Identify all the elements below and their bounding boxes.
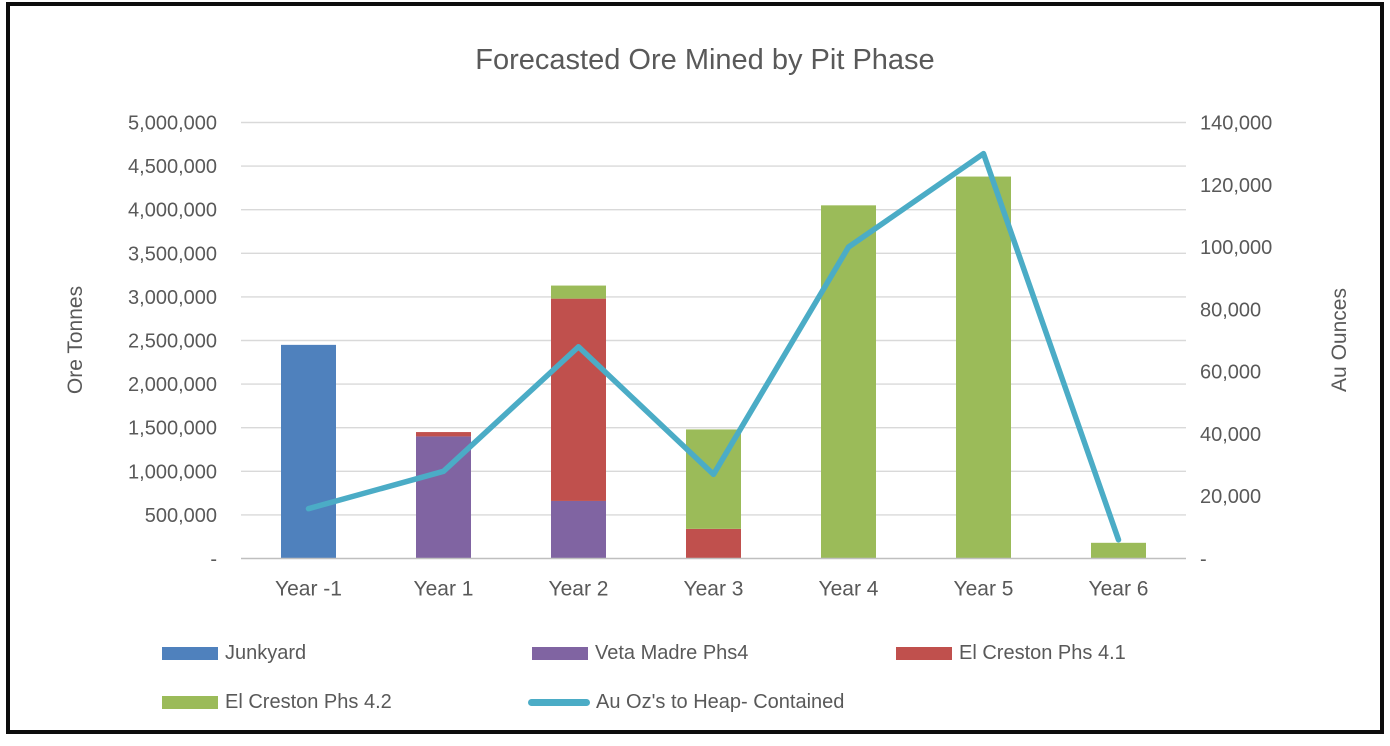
left-axis-tick-label: 500,000 — [145, 505, 217, 527]
legend-item-el-creston-phs-4-1: El Creston Phs 4.1 — [896, 641, 1126, 665]
right-axis-tick-label: 120,000 — [1200, 175, 1272, 197]
x-axis-category-label: Year 6 — [1089, 578, 1149, 601]
legend-label-el-creston-phs-4-1: El Creston Phs 4.1 — [959, 641, 1126, 664]
x-axis-category-label: Year 1 — [414, 578, 474, 601]
legend-label-veta-madre-phs4: Veta Madre Phs4 — [595, 641, 749, 664]
left-axis-tick-label: 4,500,000 — [128, 156, 217, 178]
left-axis-tick-label: - — [210, 549, 217, 571]
legend-swatch-el-creston-phs-4-2 — [162, 695, 218, 709]
bar-segment — [551, 285, 606, 299]
legend-item-veta-madre-phs4: Veta Madre Phs4 — [532, 641, 748, 665]
x-axis-category-label: Year 5 — [954, 578, 1014, 601]
bar-segment — [416, 432, 471, 437]
right-axis-tick-label: 140,000 — [1200, 113, 1272, 135]
left-axis-tick-label: 3,500,000 — [128, 243, 217, 265]
bar-segment — [686, 528, 741, 559]
left-axis-tick-label: 5,000,000 — [128, 113, 217, 135]
right-axis-tick-label: 100,000 — [1200, 237, 1272, 259]
plot-area: - 500,000 1,000,000 1,500,000 2,000,000 2,500… — [128, 113, 1272, 601]
legend-item-au-oz-line: Au Oz's to Heap- Contained — [528, 690, 844, 714]
x-axis-category-label: Year 2 — [549, 578, 609, 601]
legend-item-junkyard: Junkyard — [162, 641, 306, 665]
left-axis-tick-label: 1,000,000 — [128, 461, 217, 483]
right-axis-tick-label: 20,000 — [1200, 486, 1261, 508]
legend-label-au-oz: Au Oz's to Heap- Contained — [596, 690, 845, 713]
bar-segment — [551, 298, 606, 501]
right-axis-tick-label: 80,000 — [1200, 299, 1261, 321]
legend-label-el-creston-phs-4-2: El Creston Phs 4.2 — [225, 690, 392, 713]
bar-segment — [281, 344, 336, 559]
bar-segment — [956, 176, 1011, 559]
legend-label-junkyard: Junkyard — [225, 641, 307, 664]
legend-item-el-creston-phs-4-2: El Creston Phs 4.2 — [162, 690, 392, 714]
left-axis-tick-label: 4,000,000 — [128, 200, 217, 222]
right-axis-tick-label: 60,000 — [1200, 362, 1261, 384]
legend-swatch-el-creston-phs-4-1 — [896, 646, 952, 660]
x-axis-category-label: Year 4 — [819, 578, 879, 601]
x-axis-category-label: Year 3 — [684, 578, 744, 601]
right-axis-tick-label: 40,000 — [1200, 424, 1261, 446]
x-axis-category-label: Year -1 — [275, 578, 342, 601]
left-axis-tick-label: 1,500,000 — [128, 418, 217, 440]
left-axis-tick-label: 3,000,000 — [128, 287, 217, 309]
left-axis-tick-label: 2,500,000 — [128, 331, 217, 353]
legend-swatch-junkyard — [162, 646, 218, 660]
bar-segment — [1091, 542, 1146, 559]
chart-frame: Forecasted Ore Mined by Pit Phase Ore To… — [6, 2, 1384, 734]
bar-segment — [821, 205, 876, 559]
legend-line-marker-au-oz — [528, 698, 590, 706]
bar-segment — [551, 500, 606, 559]
chart-title: Forecasted Ore Mined by Pit Phase — [475, 44, 935, 76]
left-axis-tick-label: 2,000,000 — [128, 374, 217, 396]
au-oz-line — [305, 150, 1122, 543]
right-axis-tick-label: - — [1200, 549, 1207, 571]
legend-swatch-veta-madre-phs4 — [532, 646, 588, 660]
